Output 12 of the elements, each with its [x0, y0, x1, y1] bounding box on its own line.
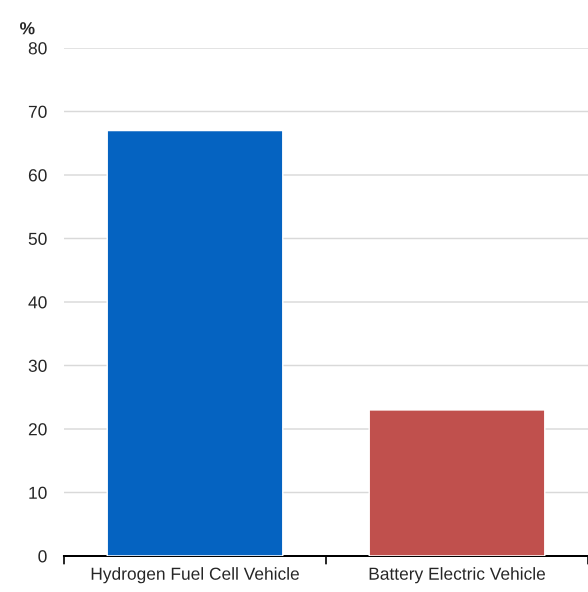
y-tick-label: 60 [28, 169, 47, 182]
y-tick-label: 20 [28, 423, 47, 436]
y-tick-label: 40 [28, 296, 47, 308]
y-tick-label: 70 [28, 106, 47, 118]
y-tick-label: 0 [38, 550, 47, 562]
y-axis-title: % [20, 22, 35, 34]
y-tick-label: 30 [28, 360, 47, 372]
x-tick-label: Battery Electric Vehicle [370, 567, 546, 584]
y-tick-label: 50 [28, 232, 47, 245]
x-tick-label: Hydrogen Fuel Cell Vehicle [92, 567, 299, 584]
y-tick-label: 10 [29, 486, 47, 499]
y-tick-label: 80 [28, 42, 47, 54]
